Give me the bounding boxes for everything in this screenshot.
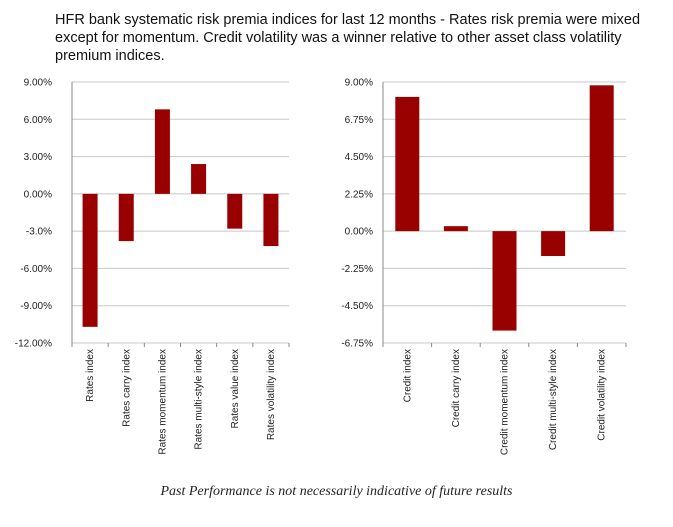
bar-rates-6 <box>263 193 279 247</box>
y-tick-label: 9.00% <box>24 78 52 89</box>
y-tick-label: 4.50% <box>345 152 373 163</box>
x-category-label: Credit index <box>402 349 413 402</box>
bar-credit-3 <box>492 231 517 331</box>
credit-chart: 9.00% 6.75% 4.50% 2.25% 0.00% -2.25% -4.50% -6.… <box>341 78 627 455</box>
x-category-label: Credit volatility index <box>597 349 608 441</box>
x-category-label: Credit momentum index <box>500 349 511 455</box>
bar-credit-4 <box>541 231 566 256</box>
disclaimer-footer: Past Performance is not necessarily indi… <box>160 484 513 499</box>
x-category-label: Rates volatility index <box>266 349 277 440</box>
x-category-label: Rates index <box>85 349 96 402</box>
x-category-label: Rates multi-style index <box>194 349 205 450</box>
y-tick-label: 6.00% <box>24 115 52 126</box>
bar-rates-2 <box>118 193 134 242</box>
y-tick-label: 2.25% <box>345 189 373 200</box>
y-tick-label: -3.0% <box>26 227 52 238</box>
y-tick-label: -6.00% <box>20 264 52 275</box>
y-tick-label: 0.00% <box>345 227 373 238</box>
y-tick-label: 3.00% <box>24 152 52 163</box>
bar-rates-1 <box>82 193 98 327</box>
x-category-label: Rates momentum index <box>157 349 168 455</box>
y-tick-label: 0.00% <box>24 189 52 200</box>
bar-credit-2 <box>443 226 468 232</box>
y-tick-label: -4.50% <box>341 301 373 312</box>
y-tick-label: 9.00% <box>345 78 373 89</box>
y-tick-label: -9.00% <box>20 301 52 312</box>
bar-rates-3 <box>154 109 170 194</box>
x-category-label: Credit multi-style index <box>548 349 559 450</box>
x-category-label: Rates value index <box>230 349 241 429</box>
y-tick-label: -6.75% <box>341 339 373 350</box>
y-tick-label: -12.00% <box>15 339 52 350</box>
y-tick-label: -2.25% <box>341 264 373 275</box>
x-category-label: Credit carry index <box>451 349 462 427</box>
y-tick-label: 6.75% <box>345 115 373 126</box>
bar-credit-5 <box>589 85 614 232</box>
bar-rates-4 <box>191 164 207 194</box>
page-title: HFR bank systematic risk premia indices … <box>55 12 641 64</box>
bar-rates-5 <box>227 193 243 229</box>
x-category-label: Rates carry index <box>121 349 132 427</box>
rates-chart: 9.00% 6.00% 3.00% 0.00% -3.0% -6.00% -9.00% -12… <box>15 78 290 455</box>
bar-credit-1 <box>395 96 420 232</box>
